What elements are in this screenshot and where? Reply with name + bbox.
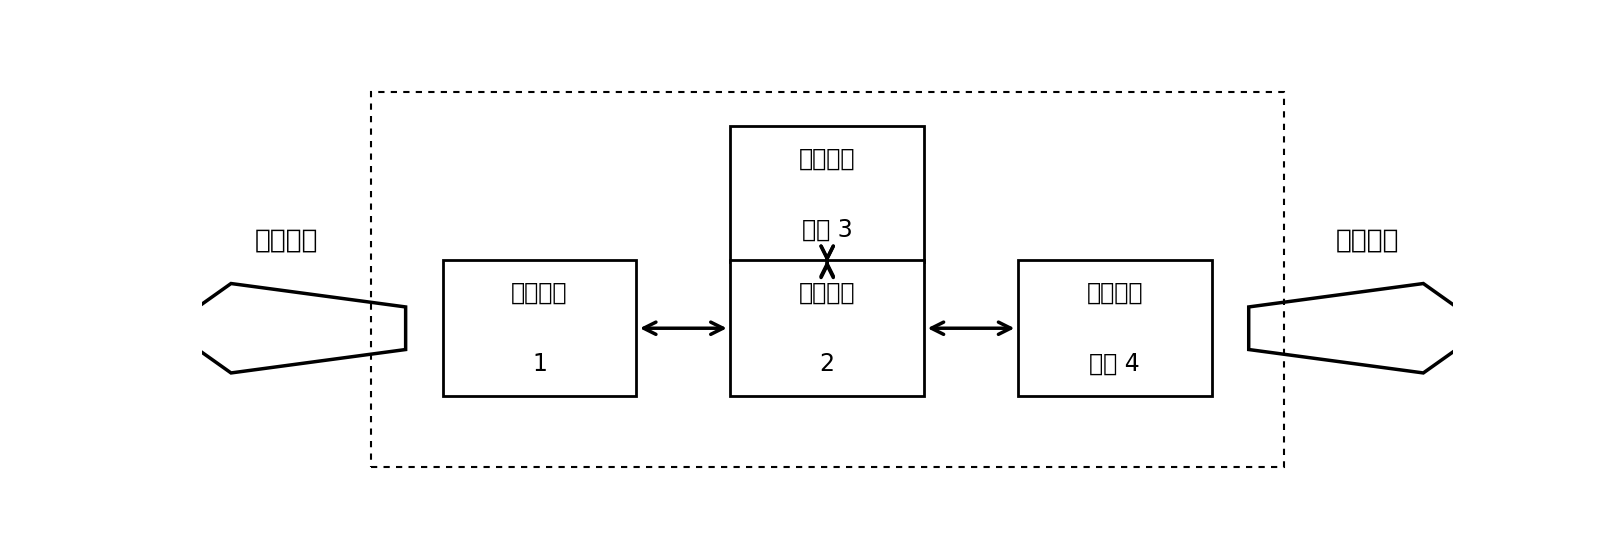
Text: 高速输入: 高速输入 <box>255 228 318 254</box>
Bar <box>442 260 636 397</box>
Bar <box>1018 260 1212 397</box>
Bar <box>730 260 925 397</box>
Bar <box>730 126 925 262</box>
Text: 接入单元

1: 接入单元 1 <box>512 281 568 375</box>
Text: 交换输出

单元 4: 交换输出 单元 4 <box>1086 281 1143 375</box>
Text: 安全审查

单元 3: 安全审查 单元 3 <box>799 147 855 242</box>
Bar <box>371 92 1283 467</box>
Text: 主控单元

2: 主控单元 2 <box>799 281 855 375</box>
Text: 高速输出: 高速输出 <box>1336 228 1399 254</box>
